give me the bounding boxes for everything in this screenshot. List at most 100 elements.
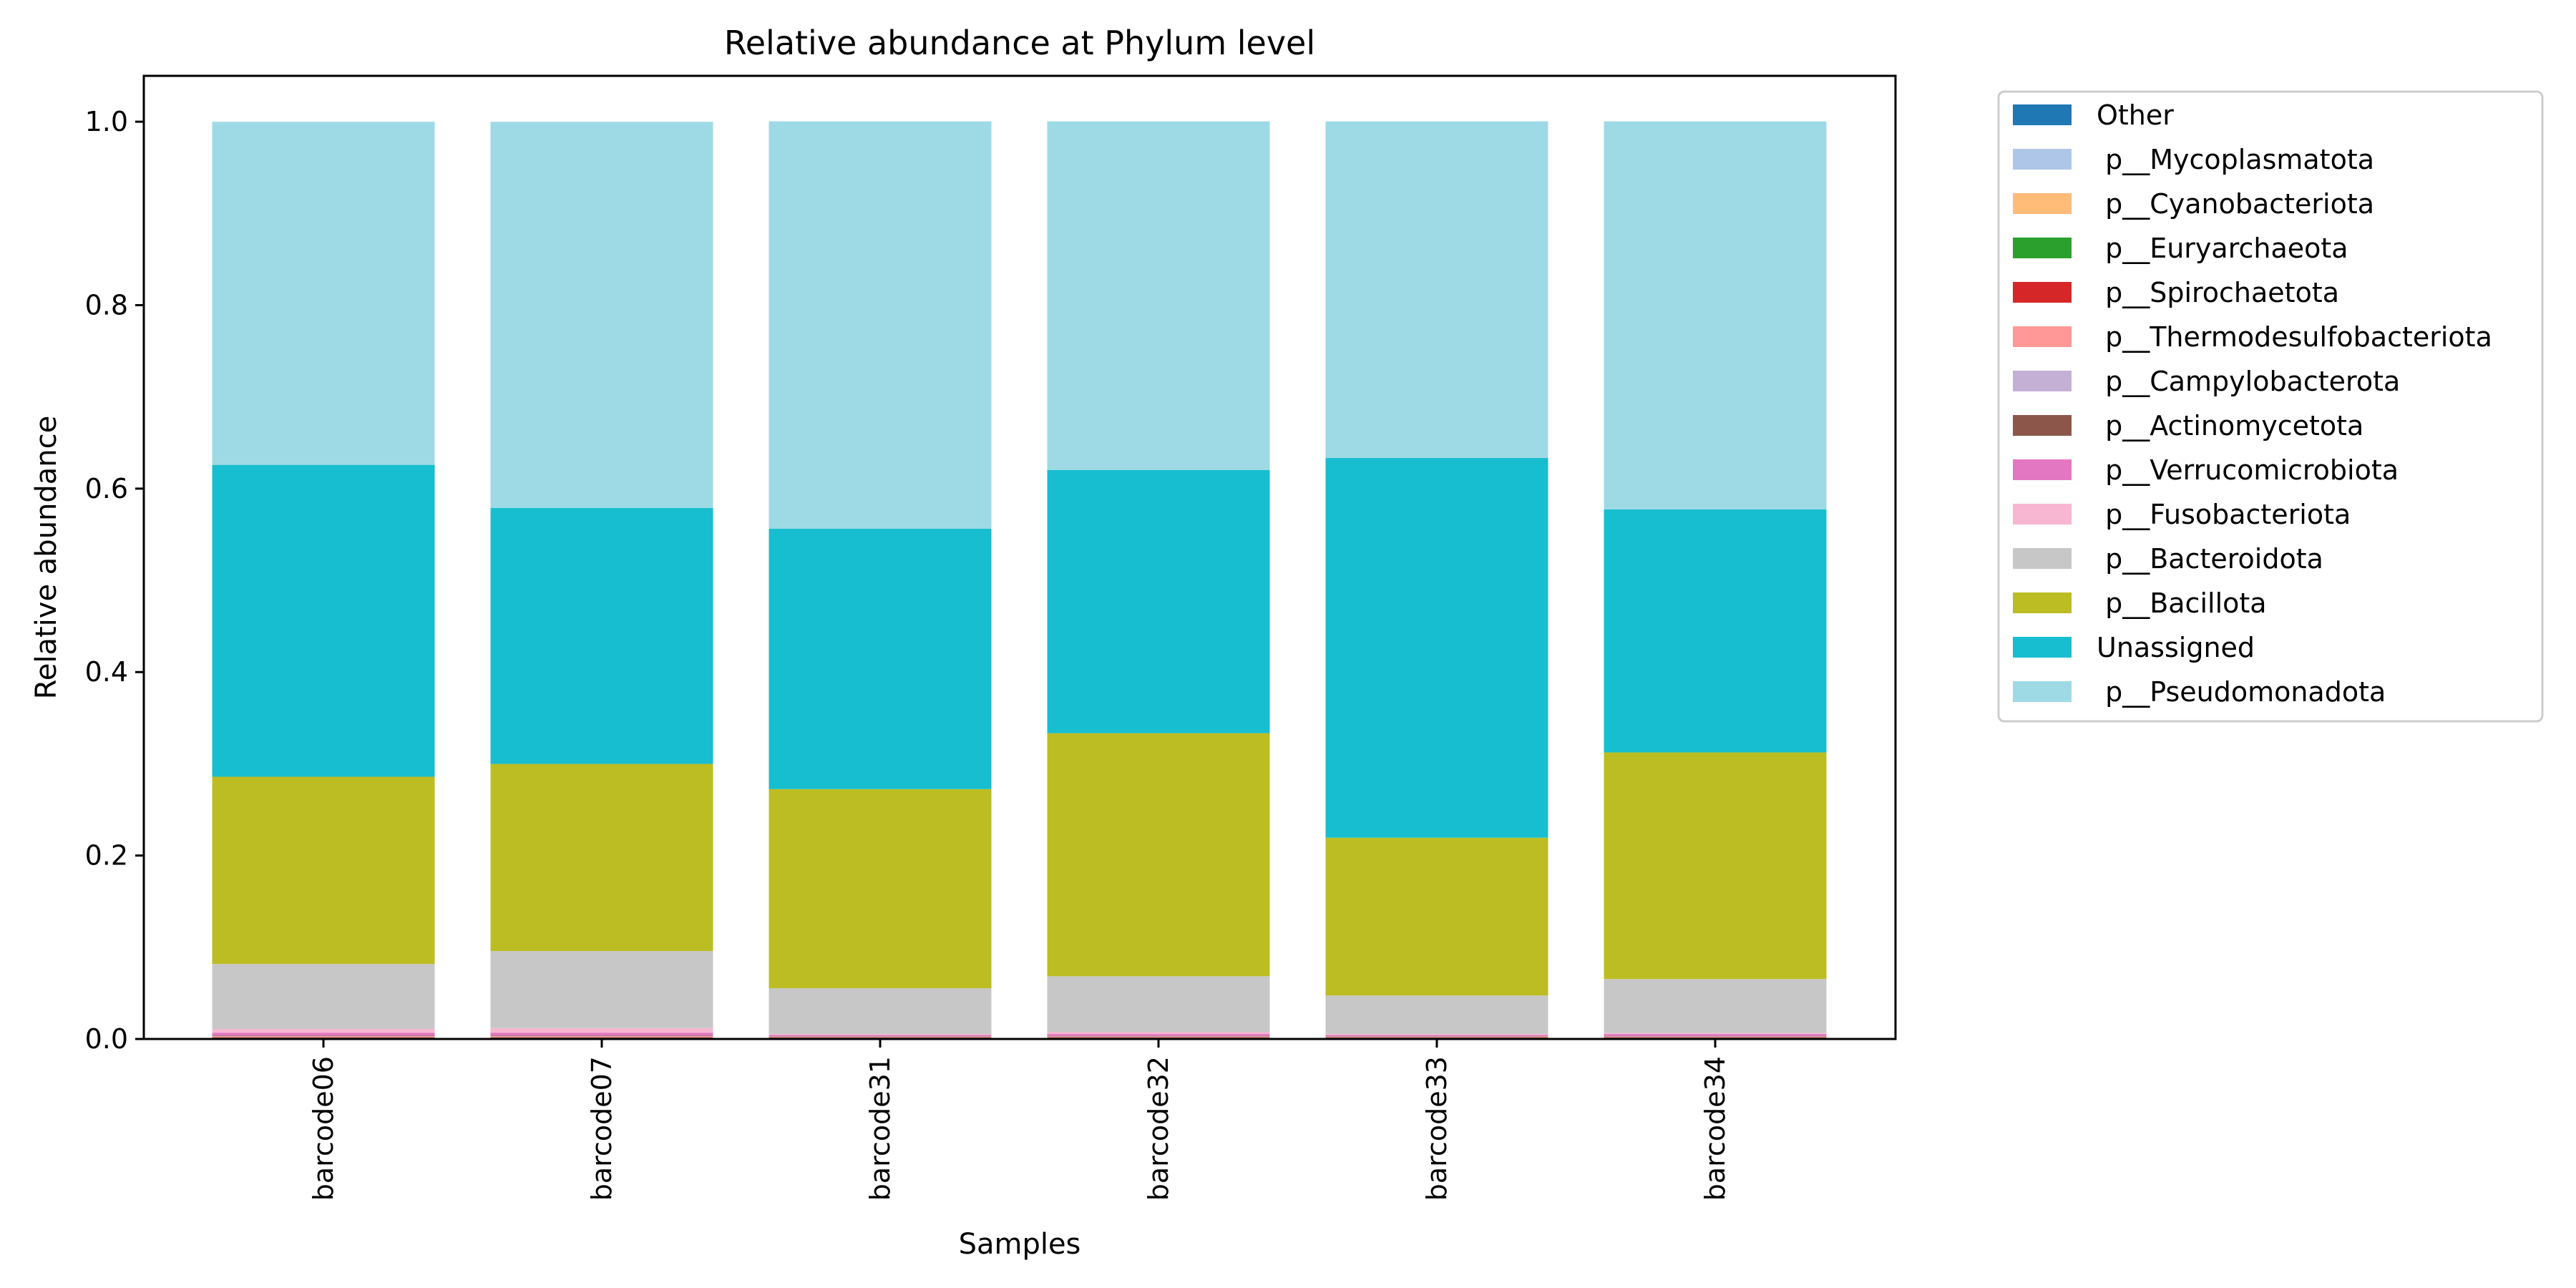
legend-swatch xyxy=(2013,592,2072,613)
bar-segment-barcode33-7 xyxy=(1325,1035,1548,1037)
bar-segment-barcode32-12 xyxy=(1047,469,1270,733)
legend-entry-label: p__Actinomycetota xyxy=(2097,410,2363,441)
legend-entry-label: p__Campylobacterota xyxy=(2097,366,2400,397)
bar-segment-barcode32-11 xyxy=(1047,733,1270,977)
bar-segment-barcode33-11 xyxy=(1325,837,1548,996)
bar-segment-barcode32-9 xyxy=(1047,1032,1270,1035)
bar-segment-barcode34-11 xyxy=(1604,752,1827,980)
bar-segment-barcode06-10 xyxy=(212,964,435,1030)
legend: Other p__Mycoplasmatota p__Cyanobacterio… xyxy=(1997,90,2544,723)
plot-frame xyxy=(142,74,1897,1040)
x-axis: barcode06 barcode07 barcode31 barcode32 barc… xyxy=(308,1039,1731,1201)
bars-group xyxy=(212,121,1827,1039)
legend-swatch xyxy=(2013,459,2072,480)
chart-title: Relative abundance at Phylum level xyxy=(724,24,1315,62)
bar-segment-barcode33-5 xyxy=(1325,1036,1548,1038)
bar-segment-barcode07-7 xyxy=(490,1035,713,1036)
bar-segment-barcode33-13 xyxy=(1325,121,1548,459)
bar-segment-barcode34-9 xyxy=(1604,1033,1827,1035)
legend-entry-label: Unassigned xyxy=(2097,632,2255,663)
legend-entry-label: Other xyxy=(2097,99,2174,131)
x-tick-label: barcode07 xyxy=(586,1056,618,1201)
bar-segment-barcode07-8 xyxy=(490,1033,713,1036)
legend-entry-label: p__Mycoplasmatota xyxy=(2097,144,2374,175)
legend-swatch xyxy=(2013,637,2072,658)
legend-entry-label: p__Fusobacteriota xyxy=(2097,499,2351,530)
bar-segment-barcode31-9 xyxy=(769,1034,992,1035)
bar-segment-barcode33-12 xyxy=(1325,458,1548,838)
bar-segment-barcode32-7 xyxy=(1047,1035,1270,1037)
legend-swatch xyxy=(2013,193,2072,214)
bar-segment-barcode06-13 xyxy=(212,122,435,465)
legend-swatch xyxy=(2013,282,2072,303)
bar-segment-barcode06-12 xyxy=(212,464,435,777)
x-tick-label: barcode31 xyxy=(864,1056,896,1201)
bar-segment-barcode06-5 xyxy=(212,1036,435,1038)
bar-segment-barcode31-7 xyxy=(769,1035,992,1037)
bar-segment-barcode32-10 xyxy=(1047,976,1270,1033)
bar-segment-barcode07-12 xyxy=(490,507,713,764)
legend-entry-label: p__Spirochaetota xyxy=(2097,277,2339,308)
bar-segment-barcode31-10 xyxy=(769,987,992,1035)
y-tick-label: 0.6 xyxy=(85,473,128,504)
bar-segment-barcode34-7 xyxy=(1604,1035,1827,1037)
y-axis-label: Relative abundance xyxy=(30,416,63,699)
bar-segment-barcode07-13 xyxy=(490,122,713,508)
legend-entry-label: p__Bacillota xyxy=(2097,587,2267,619)
legend-swatch xyxy=(2013,238,2072,258)
x-tick-label: barcode32 xyxy=(1143,1056,1174,1201)
legend-swatch xyxy=(2013,371,2072,391)
x-tick-label: barcode33 xyxy=(1421,1056,1453,1201)
legend-swatch xyxy=(2013,504,2072,525)
x-axis-label: Samples xyxy=(959,1228,1081,1261)
bar-segment-barcode31-11 xyxy=(769,789,992,988)
bar-segment-barcode34-12 xyxy=(1604,509,1827,753)
bar-segment-barcode07-6 xyxy=(490,1035,713,1037)
y-axis: 0.0 0.2 0.4 0.6 0.8 1.0 xyxy=(85,106,144,1055)
bar-segment-barcode31-5 xyxy=(769,1036,992,1038)
bar-segment-barcode07-11 xyxy=(490,763,713,952)
legend-entry-label: p__Bacteroidota xyxy=(2097,543,2323,575)
bar-segment-barcode06-8 xyxy=(212,1033,435,1036)
legend-entry-label: p__Thermodesulfobacteriota xyxy=(2097,321,2492,353)
bar-segment-barcode32-13 xyxy=(1047,121,1270,470)
legend-entry-label: p__Pseudomonadota xyxy=(2097,676,2386,708)
bar-segment-barcode31-13 xyxy=(769,121,992,529)
legend-swatch xyxy=(2013,104,2072,125)
y-tick-label: 0.0 xyxy=(85,1023,128,1055)
x-tick-label: barcode06 xyxy=(308,1056,339,1201)
bar-segment-barcode06-7 xyxy=(212,1035,435,1036)
bar-segment-barcode33-10 xyxy=(1325,995,1548,1035)
bar-segment-barcode34-6 xyxy=(1604,1036,1827,1037)
legend-frame xyxy=(1997,90,2544,723)
bar-segment-barcode07-5 xyxy=(490,1036,713,1038)
legend-entry-label: p__Cyanobacteriota xyxy=(2097,188,2374,220)
bar-segment-barcode34-8 xyxy=(1604,1034,1827,1036)
bar-segment-barcode07-9 xyxy=(490,1028,713,1033)
legend-swatch xyxy=(2013,548,2072,569)
bar-segment-barcode06-9 xyxy=(212,1029,435,1033)
legend-swatch xyxy=(2013,681,2072,702)
bar-segment-barcode34-5 xyxy=(1604,1036,1827,1038)
plot-area xyxy=(144,76,1896,1039)
bar-segment-barcode33-9 xyxy=(1325,1034,1548,1035)
legend-swatch xyxy=(2013,149,2072,170)
y-tick-label: 0.2 xyxy=(85,840,128,872)
bar-segment-barcode07-10 xyxy=(490,951,713,1028)
bar-segment-barcode06-11 xyxy=(212,776,435,965)
legend-entry-label: p__Verrucomicrobiota xyxy=(2097,454,2399,486)
bar-segment-barcode32-5 xyxy=(1047,1036,1270,1038)
bar-segment-barcode06-6 xyxy=(212,1035,435,1037)
bar-segment-barcode34-13 xyxy=(1604,121,1827,509)
x-tick-label: barcode34 xyxy=(1699,1056,1731,1201)
y-tick-label: 0.8 xyxy=(85,289,128,321)
bar-segment-barcode31-12 xyxy=(769,528,992,789)
bar-segment-barcode32-6 xyxy=(1047,1036,1270,1037)
bar-segment-barcode33-6 xyxy=(1325,1036,1548,1037)
y-tick-label: 0.4 xyxy=(85,656,128,688)
bar-segment-barcode34-10 xyxy=(1604,979,1827,1033)
bar-segment-barcode31-6 xyxy=(769,1036,992,1037)
y-tick-label: 1.0 xyxy=(85,106,128,137)
legend-entry-label: p__Euryarchaeota xyxy=(2097,233,2348,264)
